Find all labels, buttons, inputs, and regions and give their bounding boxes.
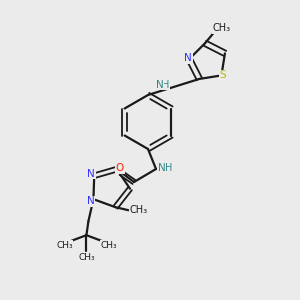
Text: N: N — [184, 53, 192, 63]
Text: S: S — [219, 70, 226, 80]
Text: N: N — [156, 80, 164, 90]
Text: CH₃: CH₃ — [213, 23, 231, 33]
Text: H: H — [162, 80, 169, 90]
Text: CH₃: CH₃ — [78, 253, 95, 262]
Text: N: N — [86, 196, 94, 206]
Text: H: H — [165, 163, 173, 173]
Text: O: O — [116, 163, 124, 173]
Text: N: N — [87, 169, 95, 179]
Text: CH₃: CH₃ — [100, 241, 117, 250]
Text: CH₃: CH₃ — [130, 205, 148, 215]
Text: CH₃: CH₃ — [56, 241, 73, 250]
Text: N: N — [158, 163, 166, 173]
